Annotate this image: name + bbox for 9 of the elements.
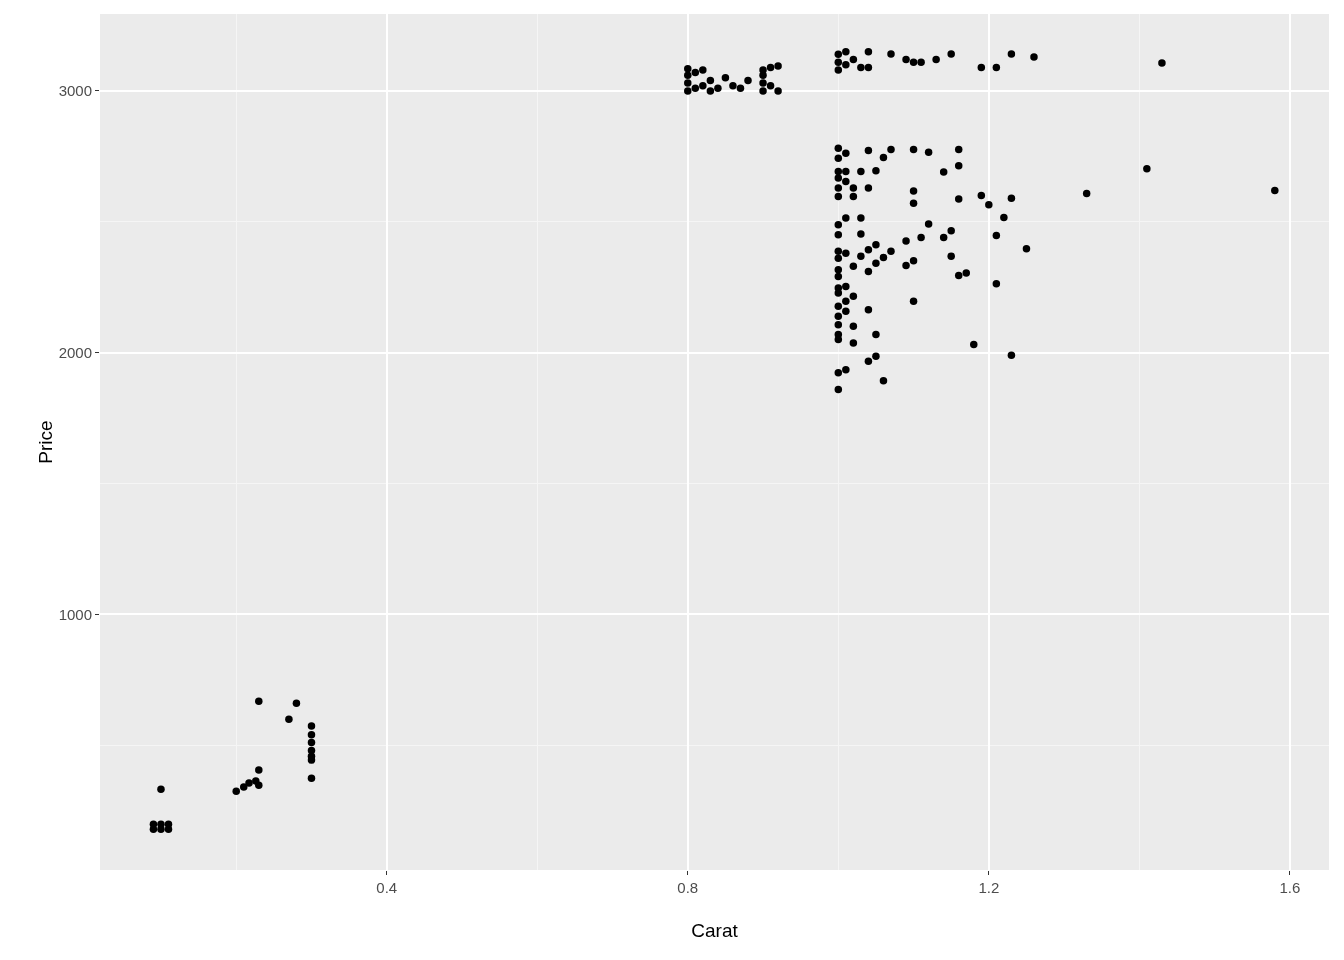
x-axis-title: Carat xyxy=(691,920,739,941)
y-tick-label: 1000 xyxy=(58,605,92,623)
x-tick-label: 1.2 xyxy=(978,879,1000,896)
y-tick-label: 3000 xyxy=(58,82,92,100)
x-tick-label: 0.8 xyxy=(677,879,699,896)
x-tick-label: 1.6 xyxy=(1279,879,1301,896)
x-tick-label: 0.4 xyxy=(376,879,398,896)
y-tick-label: 2000 xyxy=(58,343,92,361)
y-axis-title: Price xyxy=(35,420,56,464)
